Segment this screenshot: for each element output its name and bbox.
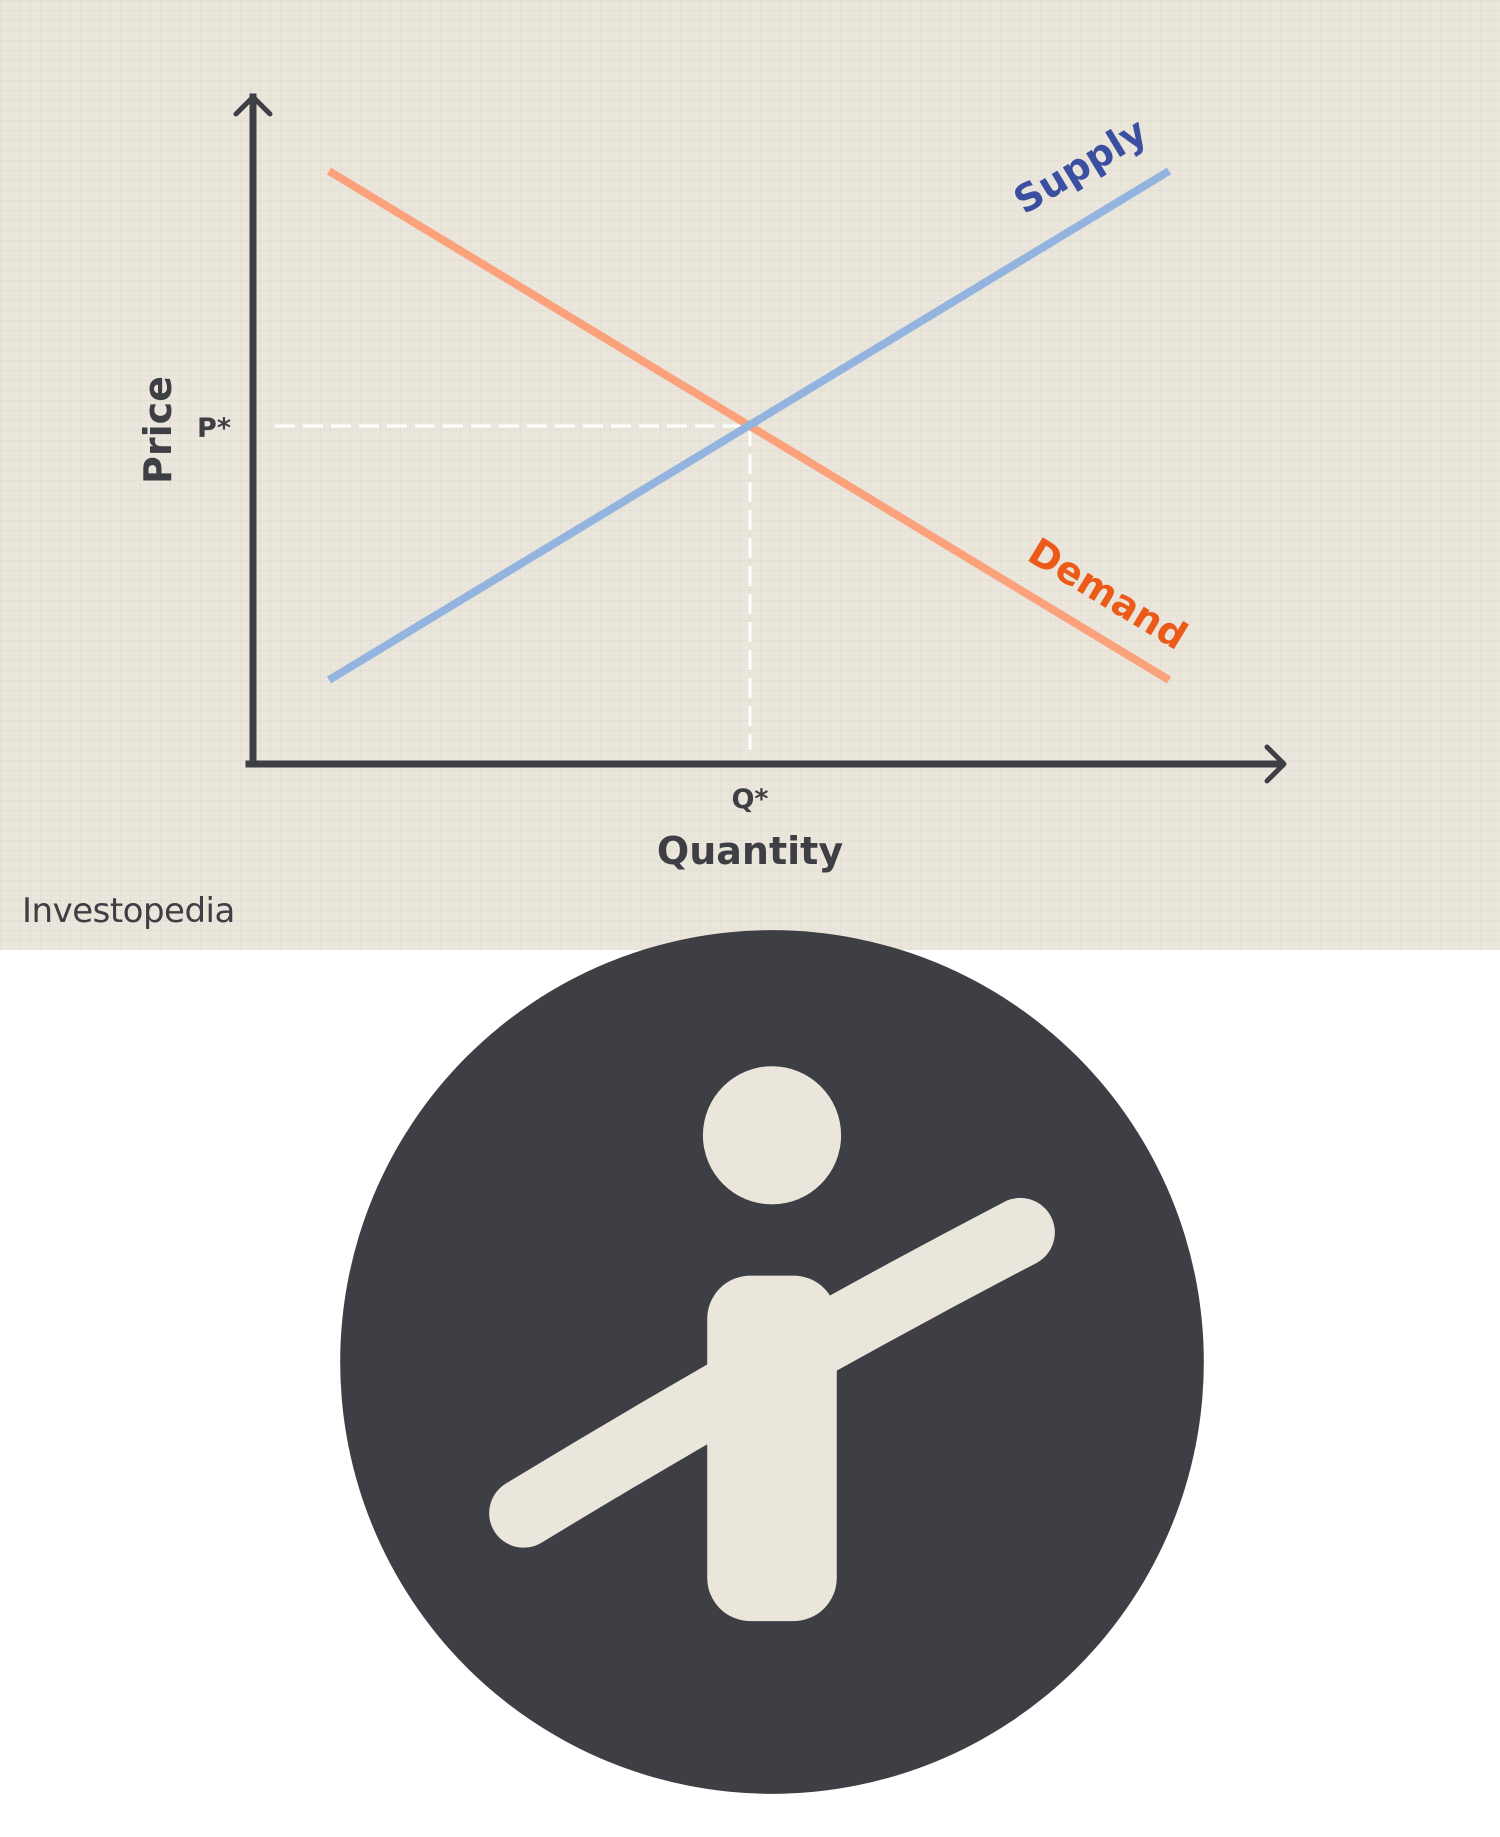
diagram-canvas: Price Quantity P* Q* Supply Demand: [136, 93, 1287, 873]
y-axis-label: Price: [136, 376, 180, 484]
equilibrium-price-label: P*: [197, 413, 231, 444]
investopedia-logo-icon: [340, 930, 1204, 1794]
y-axis-arrowhead: [233, 94, 273, 117]
equilibrium-quantity-label: Q*: [731, 784, 768, 815]
supply-curve: [326, 167, 1172, 684]
brand-name: Investopedia: [22, 891, 235, 931]
supply-demand-diagram: Price Quantity P* Q* Supply Demand Inves…: [0, 0, 1500, 1794]
supply-label: Supply: [1006, 109, 1154, 223]
investopedia-logo: Investopedia: [22, 887, 1204, 1794]
x-axis-arrowhead: [1264, 744, 1287, 784]
x-axis-label: Quantity: [657, 829, 843, 873]
